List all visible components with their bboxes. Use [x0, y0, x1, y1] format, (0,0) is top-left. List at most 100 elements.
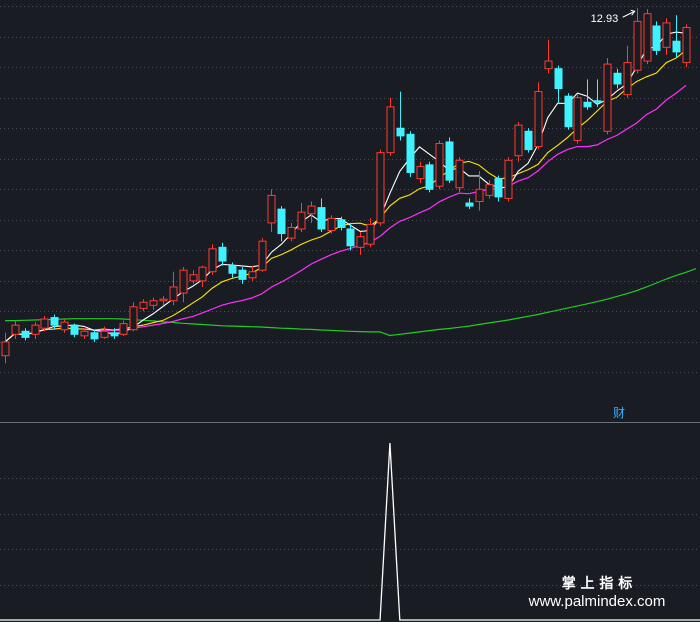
candle-body-down — [396, 127, 405, 137]
candle-body-up — [129, 306, 138, 331]
price-panel: 12.93 财 — [0, 6, 700, 420]
ma20-line — [4, 84, 687, 343]
candle-body-up — [603, 63, 612, 132]
candle — [662, 18, 671, 55]
candle — [327, 215, 336, 234]
candle — [564, 93, 573, 130]
candle-body-up — [80, 330, 89, 337]
candle — [149, 297, 158, 310]
candle-body-down — [564, 95, 573, 128]
candle — [356, 232, 365, 255]
candle — [198, 265, 207, 287]
candle-body-down — [613, 72, 622, 85]
candle — [504, 157, 513, 202]
candle — [297, 203, 306, 233]
candle-body-up — [573, 97, 582, 141]
candle — [643, 9, 652, 65]
candle-body-down — [238, 269, 247, 280]
indicator-panel — [0, 442, 700, 621]
candle — [337, 216, 346, 231]
candle-body-up — [40, 318, 49, 329]
candle-body-up — [287, 226, 296, 239]
candle-body-up — [248, 271, 257, 279]
candle-body-down — [218, 246, 227, 262]
candlestick-series — [1, 8, 691, 364]
candle — [672, 15, 681, 59]
candle-body-up — [159, 298, 168, 302]
candle-body-up — [534, 91, 543, 148]
ma60-line — [5, 268, 697, 337]
candle-body-up — [356, 236, 365, 248]
price-grid — [0, 6, 700, 373]
candle-body-down — [317, 207, 326, 230]
candle-body-up — [327, 217, 336, 232]
candle-body-down — [465, 202, 474, 207]
candle — [396, 91, 405, 141]
candle-body-up — [119, 323, 128, 335]
candle — [416, 161, 425, 184]
candle — [60, 319, 69, 333]
candle — [119, 320, 128, 336]
candle-body-up — [514, 124, 523, 157]
candle-body-up — [267, 194, 276, 224]
candle — [100, 326, 109, 339]
candle-body-down — [346, 228, 355, 247]
candle-body-up — [386, 106, 395, 154]
candle — [208, 244, 217, 275]
candle — [583, 79, 592, 110]
candle-body-down — [445, 141, 454, 181]
candle — [435, 140, 444, 190]
candle-body-down — [425, 164, 434, 190]
candle — [613, 68, 622, 89]
candle-body-down — [494, 178, 503, 198]
candle — [110, 328, 119, 339]
candle-body-up — [139, 301, 148, 309]
candle — [455, 157, 464, 193]
candle-body-up — [169, 286, 178, 302]
candle-body-down — [228, 265, 237, 274]
indicator-grid — [0, 478, 700, 586]
candle-body-up — [504, 159, 513, 199]
candle-body-up — [258, 240, 267, 271]
candle-body-up — [100, 330, 109, 338]
candle-body-down — [110, 332, 119, 337]
candle-body-up — [643, 13, 652, 62]
candle-body-up — [475, 188, 484, 202]
candle — [514, 122, 523, 162]
max-price-arrow-icon — [622, 9, 636, 18]
candle — [40, 315, 49, 332]
candle — [366, 218, 375, 248]
candle-body-up — [455, 159, 464, 189]
candle — [406, 131, 415, 178]
candle-body-up — [189, 274, 198, 282]
candle — [603, 58, 612, 135]
candle-body-up — [682, 26, 691, 64]
watermark-chinese-text: 掌 上 指 标 — [562, 575, 633, 592]
candle-body-up — [435, 142, 444, 187]
candle — [682, 24, 691, 68]
candle-body-down — [21, 330, 30, 338]
candle — [70, 323, 79, 338]
candle — [238, 267, 247, 284]
candle-body-up — [307, 205, 316, 215]
candle — [524, 128, 533, 153]
candle — [633, 8, 642, 74]
candle-body-up — [60, 321, 69, 331]
candle — [465, 198, 474, 210]
candle-body-down — [593, 100, 602, 103]
watermark: 掌 上 指 标 www.palmindex.com — [528, 575, 666, 610]
max-price-annotation: 12.93 — [591, 9, 636, 25]
candle-body-up — [376, 152, 385, 224]
candle — [129, 302, 138, 332]
candle-body-up — [198, 266, 207, 282]
candle-body-down — [406, 133, 415, 173]
candle — [494, 175, 503, 202]
candle-body-up — [179, 269, 188, 294]
candle — [50, 314, 59, 330]
candle — [21, 328, 30, 341]
candle — [475, 170, 484, 211]
candle-body-down — [70, 324, 79, 335]
financial-marker-label: 财 — [613, 406, 625, 420]
candle-body-down — [672, 40, 681, 53]
candle — [228, 262, 237, 278]
